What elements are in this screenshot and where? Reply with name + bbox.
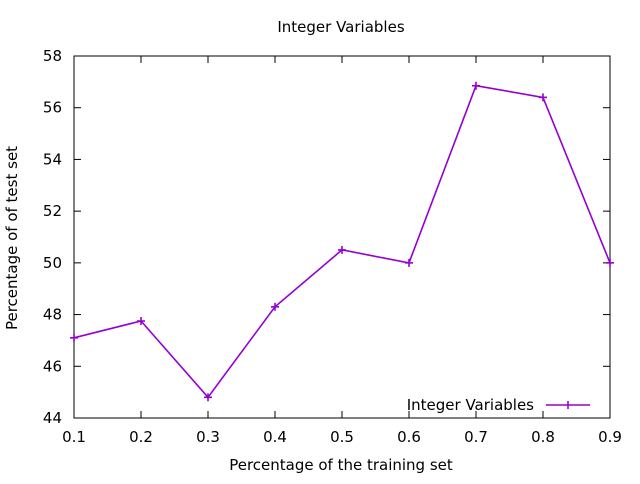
- legend: Integer Variables: [407, 396, 590, 414]
- y-axis-label: Percentage of of test set: [3, 146, 21, 330]
- y-tick-label: 58: [43, 47, 62, 65]
- data-point-marker: [405, 258, 413, 267]
- x-tick-label: 0.9: [598, 428, 622, 446]
- y-tick-label: 44: [43, 409, 62, 427]
- x-tick-label: 0.4: [263, 428, 287, 446]
- y-tick-label: 54: [43, 150, 62, 168]
- data-point-marker: [539, 93, 547, 102]
- plot-frame: [73, 55, 611, 419]
- data-point-marker: [70, 333, 78, 342]
- data-point-marker: [472, 81, 480, 90]
- x-tick-label: 0.7: [464, 428, 488, 446]
- legend-label: Integer Variables: [407, 396, 534, 414]
- x-tick-label: 0.3: [196, 428, 220, 446]
- data-point-marker: [204, 393, 212, 402]
- data-point-marker: [271, 302, 279, 311]
- data-point-marker: [338, 245, 346, 254]
- data-point-marker: [137, 317, 145, 326]
- x-tick-label: 0.2: [129, 428, 153, 446]
- series-line: [73, 84, 611, 399]
- y-tick-label: 56: [43, 99, 62, 117]
- y-tick-label: 52: [43, 202, 62, 220]
- x-tick-label: 0.1: [62, 428, 86, 446]
- chart-title: Integer Variables: [277, 18, 404, 36]
- x-tick-label: 0.5: [330, 428, 354, 446]
- x-axis-label: Percentage of the training set: [229, 456, 453, 474]
- y-tick-label: 48: [43, 306, 62, 324]
- y-tick-label: 50: [43, 254, 62, 272]
- x-tick-label: 0.6: [397, 428, 421, 446]
- x-tick-label: 0.8: [531, 428, 555, 446]
- y-tick-label: 46: [43, 357, 62, 375]
- data-point-marker: [606, 258, 614, 267]
